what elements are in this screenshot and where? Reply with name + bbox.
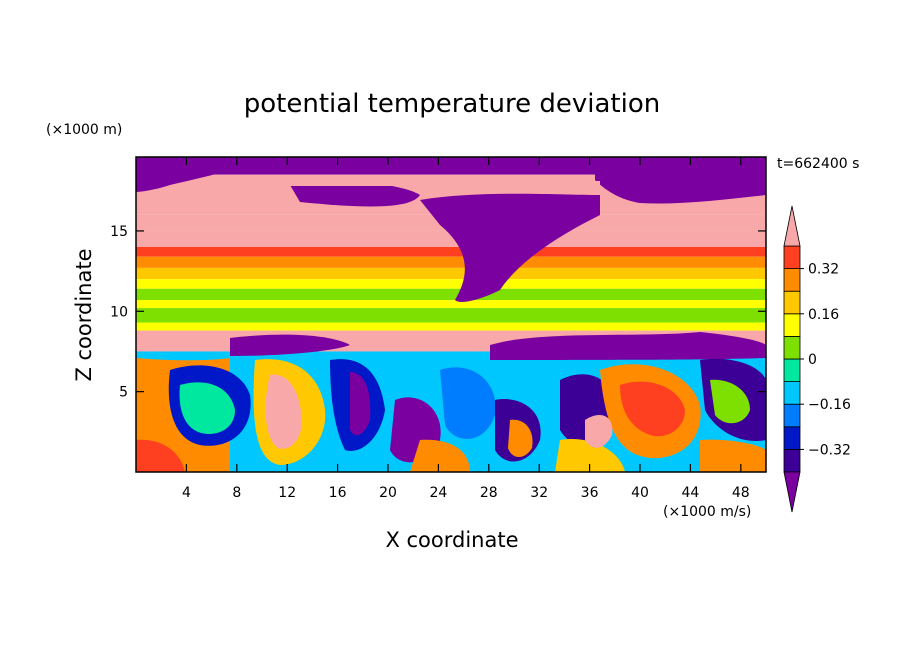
x-units-label: (×1000 m/s) [663, 504, 751, 520]
contour-blob [508, 419, 533, 457]
colorbar-segment [783, 403, 801, 428]
contour-band [136, 267, 766, 280]
colorbar-max-arrow [783, 205, 801, 247]
colorbar-segment [783, 426, 801, 450]
contour-band [136, 256, 766, 268]
x-tick-label: 44 [681, 485, 699, 501]
x-axis: 4 8 12 16 20 24 28 32 36 40 44 48 [182, 157, 750, 501]
x-tick-label: 48 [732, 485, 750, 501]
y-axis: 5 10 15 [110, 224, 766, 401]
contour-band [136, 300, 766, 309]
contour-band [136, 308, 766, 323]
y-tick-label: 15 [110, 224, 128, 240]
x-tick-label: 36 [581, 485, 599, 501]
colorbar: 0.32 0.16 0 −0.16 −0.32 [783, 205, 851, 513]
colorbar-label: 0 [808, 352, 817, 368]
colorbar-segment [783, 313, 801, 337]
contour-blob [350, 372, 371, 436]
contour-band [136, 247, 766, 257]
x-tick-label: 8 [232, 485, 241, 501]
x-tick-label: 24 [429, 485, 447, 501]
colorbar-segment [783, 290, 801, 315]
x-tick-label: 28 [480, 485, 498, 501]
y-tick-label: 5 [119, 385, 128, 401]
x-tick-label: 12 [278, 485, 296, 501]
contour-blob [179, 382, 235, 434]
colorbar-segment [783, 448, 801, 473]
x-tick-label: 40 [631, 485, 649, 501]
y-tick-label: 10 [110, 304, 128, 320]
contour-blob [595, 157, 766, 204]
x-tick-label: 16 [329, 485, 347, 501]
y-units-label: (×1000 m) [46, 122, 122, 138]
colorbar-segment [783, 268, 801, 292]
colorbar-segment [783, 381, 801, 405]
x-axis-label: X coordinate [385, 528, 518, 552]
contour-blob [620, 381, 685, 437]
contour-blob [700, 439, 766, 472]
contour-blob [136, 439, 185, 472]
x-tick-label: 32 [530, 485, 548, 501]
contour-blob [265, 374, 302, 449]
contour-field [136, 157, 766, 472]
colorbar-label: 0.32 [808, 262, 839, 278]
colorbar-segment [783, 358, 801, 383]
colorbar-min-arrow [783, 471, 801, 513]
contour-blob [410, 439, 470, 472]
plot-frame [135, 156, 767, 473]
contour-band [136, 288, 766, 301]
contour-blob [200, 181, 600, 186]
colorbar-segment [783, 245, 801, 270]
contour-blob [555, 439, 625, 472]
y-axis-label: Z coordinate [72, 248, 96, 381]
contour-blob [420, 193, 600, 302]
contour-blob [440, 367, 496, 439]
contour-blob [230, 334, 350, 356]
colorbar-label: −0.16 [808, 397, 851, 413]
x-tick-label: 20 [379, 485, 397, 501]
x-tick-label: 4 [182, 485, 191, 501]
colorbar-label: 0.16 [808, 307, 839, 323]
contour-blob [710, 379, 750, 424]
chart-title: potential temperature deviation [244, 89, 660, 119]
contour-blob [290, 181, 420, 207]
contour-blob [136, 157, 260, 192]
colorbar-label: −0.32 [808, 442, 851, 458]
colorbar-segment [783, 335, 801, 360]
contour-blob [490, 332, 766, 360]
contour-band [136, 230, 766, 247]
contour-blob [585, 415, 613, 448]
contour-band [136, 279, 766, 289]
time-label: t=662400 s [777, 156, 859, 172]
contour-band [136, 322, 766, 331]
